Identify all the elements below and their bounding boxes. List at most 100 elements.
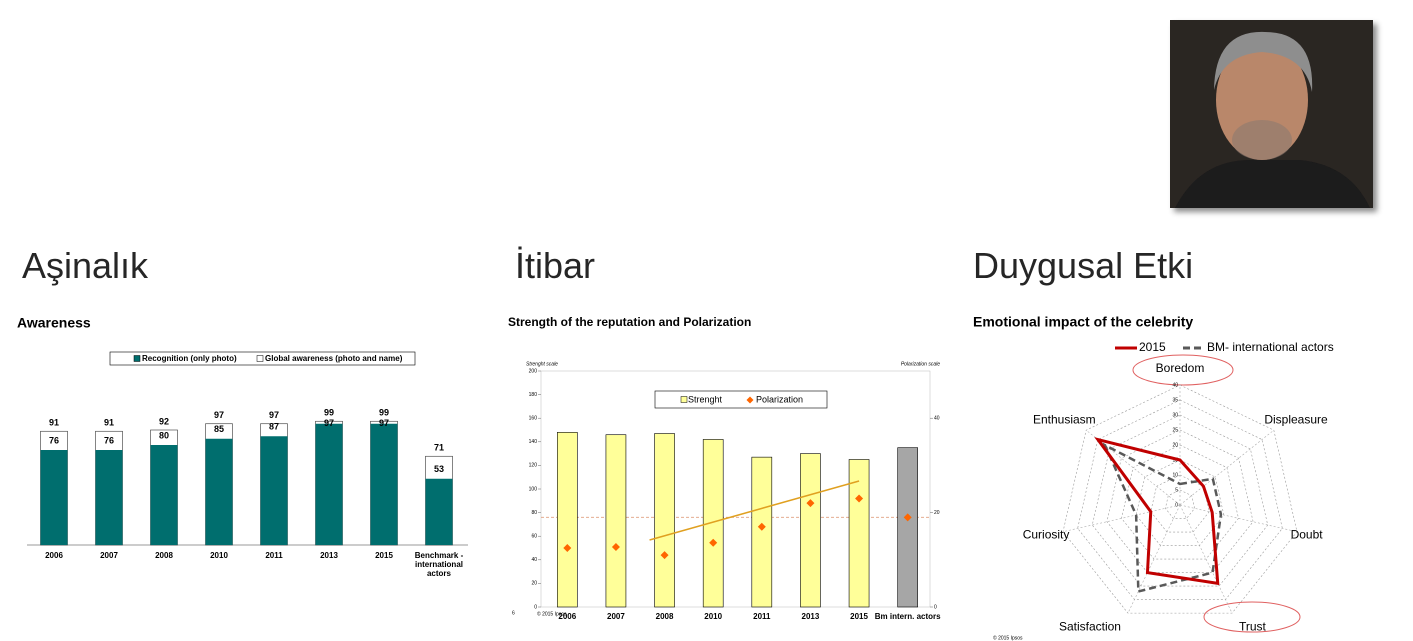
x-tick-label: 2015 [375,551,393,560]
point [757,522,766,531]
bar [751,456,773,608]
grid-ring [1121,444,1239,560]
y2-tick-label: 0 [934,604,937,610]
spoke [1062,504,1181,532]
x-tick-label: Benchmark - international actors [414,551,464,578]
x-tick-label: Bm intern. actors [875,612,941,621]
bar [702,439,724,608]
y-tick-label: 140 [529,439,538,445]
section-heading: Aşinalık [22,245,149,286]
value-label: 97 [324,418,334,428]
section-heading: Duygusal Etki [973,245,1193,286]
bar [557,432,578,608]
bar [260,436,288,545]
legend-label: Polarization [756,394,803,404]
r-tick-label: 35 [1172,397,1178,403]
y-tick-label: 60 [531,534,537,540]
bar [370,423,398,545]
bar [150,445,178,545]
bar [315,423,343,545]
chart-title: Awareness [17,315,91,331]
bar [205,438,233,545]
chart-title: Strength of the reputation and Polarizat… [508,315,751,329]
y-tick-label: 0 [534,604,537,610]
spoke [1127,504,1181,614]
radar-line [1094,437,1220,586]
y2-tick-label: 40 [934,416,940,422]
bar [425,478,453,545]
x-tick-label: 2008 [155,551,173,560]
highlight-ellipse [1132,354,1234,386]
point [709,538,718,547]
x-tick-label: 2007 [100,551,118,560]
y2-axis-title: Polarization scale [901,361,940,367]
y-tick-label: 160 [529,416,538,422]
value-label: 80 [159,430,169,440]
bar [897,447,918,608]
legend-swatch [133,355,141,362]
bar [605,434,627,608]
spoke [1179,504,1298,532]
grid-ring [1135,459,1225,546]
value-label: 92 [159,416,169,426]
point [903,513,912,522]
x-tick-label-box: 2006 [45,551,63,560]
y-axis-title: Strenght scale [526,361,558,367]
value-label: 97 [269,410,279,420]
r-tick-label: 5 [1175,487,1178,493]
bar [95,450,123,545]
x-tick-label: 2011 [753,612,771,621]
y-tick-label: 80 [531,510,537,516]
axis-label: Satisfaction [1059,620,1121,634]
r-tick-label: 30 [1172,412,1178,418]
value-label: 99 [379,408,389,418]
legend-label: 2015 [1139,340,1166,354]
y2-tick-label: 20 [934,510,940,516]
x-tick-label: 2011 [265,551,283,560]
value-label: 99 [324,408,334,418]
x-tick-label: 2007 [607,612,625,621]
y-tick-label: 40 [531,557,537,563]
x-tick-label-box: 2011 [265,551,283,560]
value-label: 53 [434,464,444,474]
r-tick-label: 0 [1175,502,1178,508]
emotion-chart: Emotional impact of the celebrity0510152… [973,314,1334,634]
x-tick-label: 2008 [656,612,674,621]
axis-label: Boredom [1156,361,1205,375]
r-tick-label: 40 [1172,382,1178,388]
r-tick-label: 10 [1172,472,1178,478]
axis-label: Doubt [1291,527,1324,541]
bar [654,433,675,608]
value-label: 91 [49,418,59,428]
value-label: 97 [214,410,224,420]
x-tick-label: 2013 [802,612,820,621]
x-tick-label-box: Benchmark - international actors [414,551,464,578]
legend-swatch [680,396,688,403]
bar [848,459,870,608]
legend-label: Recognition (only photo) [142,354,237,363]
value-label: 71 [434,443,444,453]
legend-box [654,390,828,409]
value-label: 97 [379,418,389,428]
legend-label: Strenght [688,394,723,404]
point [660,551,669,560]
reputation-chart: Strength of the reputation and Polarizat… [508,315,941,621]
value-label: 76 [104,435,114,445]
grid-ring [1165,489,1195,519]
trend-line [649,480,860,541]
legend-swatch [256,355,264,362]
legend-label: Global awareness (photo and name) [265,354,403,363]
y-tick-label: 20 [531,581,537,587]
value-label: 85 [214,424,224,434]
value-label: 87 [269,422,279,432]
x-tick-label: 2013 [320,551,338,560]
photo [1170,20,1373,208]
x-tick-label: 2006 [558,612,576,621]
x-tick-label: 2015 [850,612,868,621]
r-tick-label: 25 [1172,427,1178,433]
point [611,543,620,552]
y-tick-label: 200 [529,368,538,374]
y-tick-label: 100 [529,486,538,492]
grid-ring [1091,414,1269,587]
